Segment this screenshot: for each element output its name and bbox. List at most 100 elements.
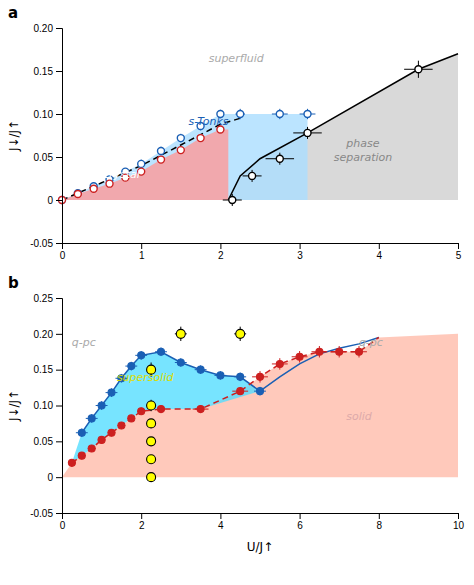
tick-mark bbox=[56, 28, 62, 29]
annotation: superfluid bbox=[209, 52, 265, 65]
y-axis: -0.05 0 0.05 0.10 0.15 0.20 0.25 bbox=[30, 293, 62, 519]
region bbox=[62, 114, 308, 200]
x-axis: 0 2 4 6 8 10 bbox=[60, 513, 465, 531]
tick-mark bbox=[379, 243, 380, 249]
point-series bbox=[404, 61, 433, 78]
boundary-line bbox=[228, 54, 458, 200]
tick: 0.20 bbox=[34, 329, 62, 340]
point bbox=[158, 147, 165, 154]
annotation-line: separation bbox=[334, 151, 393, 164]
point bbox=[158, 156, 165, 163]
point-series bbox=[76, 347, 266, 437]
tick-mark bbox=[300, 513, 301, 519]
tick-label: 0 bbox=[47, 195, 53, 206]
point bbox=[304, 111, 311, 118]
plot-area bbox=[59, 28, 459, 206]
point bbox=[138, 352, 145, 359]
tick-mark bbox=[379, 513, 380, 519]
tick: 0.10 bbox=[34, 400, 62, 411]
point bbox=[138, 160, 145, 167]
panel-title: b bbox=[8, 274, 19, 292]
point bbox=[158, 348, 165, 355]
point bbox=[98, 436, 105, 443]
point bbox=[108, 389, 115, 396]
tick: 4 bbox=[218, 513, 224, 531]
boundary-line bbox=[62, 118, 240, 200]
tick-label: 10 bbox=[453, 520, 465, 531]
region bbox=[62, 334, 458, 477]
annotation: q-pc bbox=[359, 336, 383, 349]
annotation-line: q-pc bbox=[359, 336, 383, 349]
point bbox=[177, 135, 184, 142]
point bbox=[74, 190, 81, 197]
tick: 0.20 bbox=[34, 23, 62, 34]
tick-label: 3 bbox=[297, 250, 303, 261]
y-axis: -0.0500.050.100.150.20 bbox=[30, 23, 62, 249]
point-series bbox=[59, 126, 224, 204]
tick-mark bbox=[141, 513, 142, 519]
point bbox=[415, 66, 422, 73]
tick-label: 4 bbox=[218, 520, 224, 531]
tick-mark bbox=[56, 441, 62, 442]
tick-mark bbox=[56, 334, 62, 335]
tick: 8 bbox=[377, 513, 383, 531]
point bbox=[276, 111, 283, 118]
point bbox=[296, 353, 303, 360]
point bbox=[108, 429, 115, 436]
tick: -0.05 bbox=[30, 508, 62, 519]
tick-label: 0.05 bbox=[34, 152, 54, 163]
panel: 0 2 4 6 8 10 -0.05 0 0.05 0.10 0.15 0.20 0.25 superso… bbox=[30, 293, 464, 531]
tick-mark bbox=[56, 477, 62, 478]
figure: 0 1 2 3 4 5 -0.05 0 0.05 0.10 0.15 0.20 superfluid s-… bbox=[0, 0, 474, 585]
tick-label: 0 bbox=[60, 520, 66, 531]
tick-label: -0.05 bbox=[30, 508, 53, 519]
point-series bbox=[223, 127, 322, 206]
point bbox=[147, 437, 156, 446]
tick-mark bbox=[56, 513, 62, 514]
point bbox=[276, 360, 283, 367]
tick: 0.05 bbox=[34, 152, 62, 163]
point bbox=[229, 197, 236, 204]
point bbox=[237, 111, 244, 118]
tick: 0.15 bbox=[34, 364, 62, 375]
annotation: supersolid bbox=[117, 371, 175, 384]
tick-label: 0.25 bbox=[34, 293, 54, 304]
tick-label: 5 bbox=[456, 250, 462, 261]
tick: 0 bbox=[60, 513, 66, 531]
y-axis-title: J↓/J↑ bbox=[7, 390, 21, 422]
point bbox=[217, 372, 224, 379]
tick-mark bbox=[56, 157, 62, 158]
boundary-line bbox=[82, 337, 379, 432]
tick-label: 6 bbox=[297, 520, 303, 531]
tick: 0.10 bbox=[34, 109, 62, 120]
point bbox=[177, 359, 184, 366]
annotation: trimercrystal bbox=[103, 155, 140, 181]
tick-label: 0.05 bbox=[34, 436, 54, 447]
panel-title: a bbox=[8, 4, 18, 22]
x-axis: 012345 bbox=[60, 243, 462, 261]
tick-mark bbox=[458, 243, 459, 249]
annotation-line: s-Tonks bbox=[188, 115, 228, 128]
annotation-line: crystal bbox=[103, 168, 140, 181]
tick-label: 8 bbox=[377, 520, 383, 531]
point bbox=[316, 348, 323, 355]
point bbox=[88, 415, 95, 422]
tick-mark bbox=[56, 370, 62, 371]
tick: 3 bbox=[297, 243, 303, 261]
annotation-line: solid bbox=[346, 410, 373, 423]
point bbox=[176, 329, 185, 338]
point bbox=[147, 401, 156, 410]
point-series bbox=[147, 327, 247, 482]
tick-label: 1 bbox=[139, 250, 145, 261]
annotation: s-Tonks bbox=[188, 115, 228, 128]
point bbox=[276, 155, 283, 162]
annotation: solid bbox=[346, 410, 373, 423]
tick-label: 4 bbox=[377, 250, 383, 261]
tick-label: 2 bbox=[139, 520, 145, 531]
tick: 0 bbox=[47, 472, 62, 483]
point-series bbox=[59, 109, 316, 204]
tick-mark bbox=[56, 71, 62, 72]
x-axis-title: U/J↑ bbox=[247, 540, 273, 554]
tick-mark bbox=[141, 243, 142, 249]
annotation-line: supersolid bbox=[117, 371, 175, 384]
